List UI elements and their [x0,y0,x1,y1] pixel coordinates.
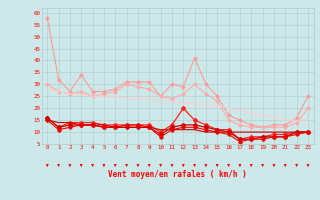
X-axis label: Vent moyen/en rafales ( km/h ): Vent moyen/en rafales ( km/h ) [108,170,247,179]
